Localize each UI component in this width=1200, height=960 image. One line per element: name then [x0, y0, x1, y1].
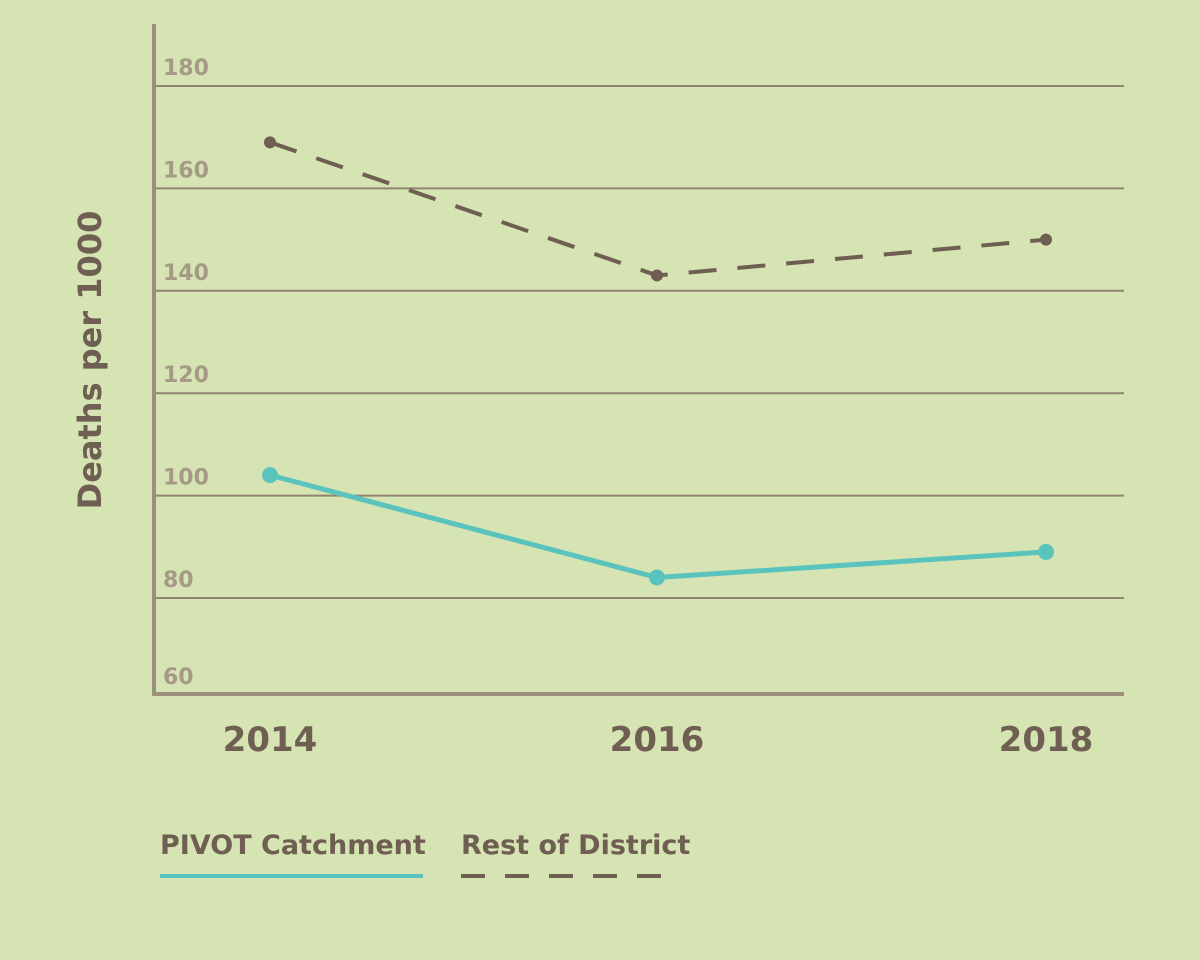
legend: PIVOT Catchment Rest of District: [160, 830, 690, 878]
legend-label-pivot: PIVOT Catchment: [160, 830, 426, 861]
x-tick-label: 2014: [223, 720, 318, 760]
data-point: [649, 569, 665, 586]
y-tick-label: 100: [163, 466, 209, 491]
y-tick-label: 180: [163, 56, 209, 81]
data-point: [262, 467, 278, 484]
data-point: [1038, 543, 1054, 560]
data-point: [651, 269, 663, 282]
x-tick-label: 2016: [610, 720, 705, 760]
y-tick-label: 80: [163, 568, 194, 593]
y-tick-label: 120: [163, 363, 209, 388]
y-tick-label: 160: [163, 158, 209, 183]
series-line-pivot-catchment: [269, 472, 1047, 581]
y-tick-label: 140: [163, 261, 209, 286]
legend-label-rest: Rest of District: [461, 830, 690, 861]
x-tick-labels: 2014 2016 2018: [223, 720, 1094, 760]
series-line-rest-of-district: [269, 140, 1047, 278]
data-point: [1040, 233, 1052, 246]
y-axis-label: Deaths per 1000: [71, 211, 109, 510]
grid-lines: [154, 85, 1124, 599]
data-point: [264, 136, 276, 149]
y-tick-label: 60: [163, 665, 194, 690]
y-tick-labels: 60 80 100 120 140 160 180: [163, 56, 209, 690]
x-tick-label: 2018: [999, 720, 1094, 760]
series-layer: [262, 136, 1054, 586]
